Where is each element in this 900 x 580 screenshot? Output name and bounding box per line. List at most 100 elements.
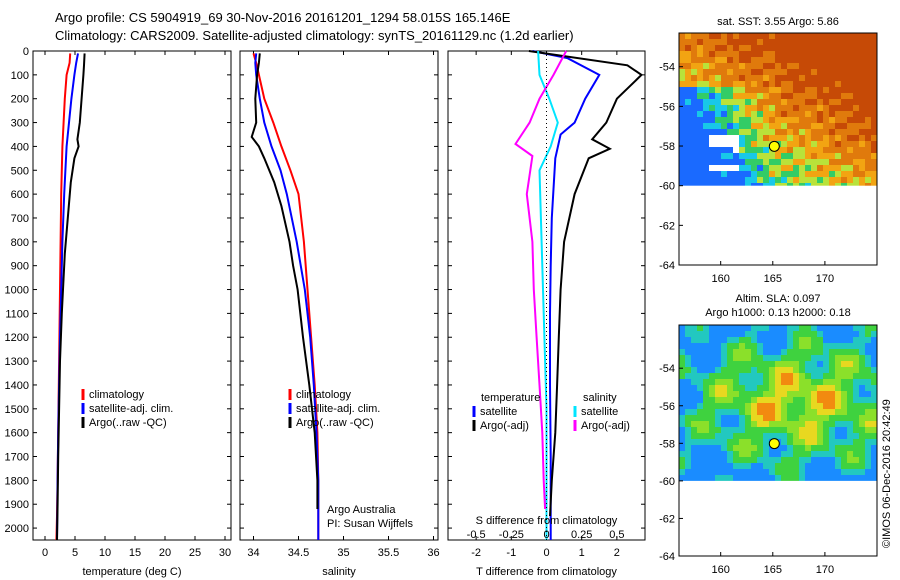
map-cell xyxy=(733,349,739,355)
map-cell xyxy=(811,183,817,186)
map-cell xyxy=(871,183,877,186)
map-cell xyxy=(685,349,691,355)
map-cell xyxy=(709,385,715,391)
x-axis-label: T difference from climatology xyxy=(476,566,617,578)
map-cell xyxy=(835,475,841,481)
map-cell xyxy=(739,373,745,379)
map-cell xyxy=(679,159,685,165)
map-cell xyxy=(727,111,733,117)
map-cell xyxy=(691,475,697,481)
map-cell xyxy=(679,415,685,421)
map-cell xyxy=(751,403,757,409)
map-cell xyxy=(829,325,835,331)
map-cell xyxy=(859,165,865,171)
map-cell xyxy=(823,385,829,391)
map-cell xyxy=(739,475,745,481)
map-cell xyxy=(823,33,829,39)
map-cell xyxy=(853,183,859,186)
map-cell xyxy=(709,439,715,445)
map-cell xyxy=(763,57,769,63)
map-cell xyxy=(847,81,853,87)
map-cell xyxy=(769,403,775,409)
map-cell xyxy=(865,147,871,153)
map-lat-tick-label: -56 xyxy=(659,401,675,413)
map-cell xyxy=(679,39,685,45)
map-cell xyxy=(799,445,805,451)
map-cell xyxy=(805,129,811,135)
map-cell xyxy=(763,397,769,403)
map-cell xyxy=(799,475,805,481)
map-cell xyxy=(751,93,757,99)
map-cell xyxy=(799,51,805,57)
map-cell xyxy=(847,409,853,415)
map-cell xyxy=(859,403,865,409)
map-cell xyxy=(865,415,871,421)
map-cell xyxy=(721,415,727,421)
map-cell xyxy=(835,469,841,475)
map-cell xyxy=(859,331,865,337)
map-cell xyxy=(823,93,829,99)
map-cell xyxy=(829,93,835,99)
map-cell xyxy=(775,343,781,349)
map-cell xyxy=(835,367,841,373)
map-cell xyxy=(715,343,721,349)
map-cell xyxy=(841,111,847,117)
map-cell xyxy=(697,439,703,445)
map-cell xyxy=(793,427,799,433)
map-cell xyxy=(745,337,751,343)
map-cell xyxy=(841,129,847,135)
map-cell xyxy=(679,463,685,469)
map-cell xyxy=(841,373,847,379)
map-cell xyxy=(865,183,871,186)
map-cell xyxy=(691,415,697,421)
map-cell xyxy=(745,165,751,171)
map-cell xyxy=(859,123,865,129)
map-cell xyxy=(781,349,787,355)
map-cell xyxy=(865,409,871,415)
map-cell xyxy=(805,153,811,159)
map-cell xyxy=(751,81,757,87)
map-cell xyxy=(853,403,859,409)
map-cell xyxy=(715,129,721,135)
map-cell xyxy=(775,75,781,81)
map-cell xyxy=(733,403,739,409)
map-cell xyxy=(781,33,787,39)
map-cell xyxy=(697,331,703,337)
map-cell xyxy=(805,135,811,141)
map-cell xyxy=(817,165,823,171)
map-cell xyxy=(805,373,811,379)
map-cell xyxy=(751,373,757,379)
map-cell xyxy=(763,51,769,57)
map-cell xyxy=(751,141,757,147)
map-cell xyxy=(847,171,853,177)
map-cell xyxy=(745,39,751,45)
map-cell xyxy=(763,379,769,385)
map-cell xyxy=(739,439,745,445)
map-cell xyxy=(709,141,715,147)
map-cell xyxy=(817,391,823,397)
map-cell xyxy=(817,117,823,123)
map-cell xyxy=(763,153,769,159)
map-cell xyxy=(811,99,817,105)
map-cell xyxy=(781,123,787,129)
map-cell xyxy=(805,391,811,397)
map-cell xyxy=(799,63,805,69)
map-cell xyxy=(865,421,871,427)
map-cell xyxy=(847,123,853,129)
map-cell xyxy=(697,81,703,87)
map-cell xyxy=(871,87,877,93)
map-cell xyxy=(709,397,715,403)
map-cell xyxy=(811,93,817,99)
map-cell xyxy=(679,409,685,415)
map-cell xyxy=(799,75,805,81)
map-cell xyxy=(685,123,691,129)
map-cell xyxy=(721,445,727,451)
map-cell xyxy=(811,75,817,81)
map-cell xyxy=(829,367,835,373)
map-cell xyxy=(727,147,733,153)
map-cell xyxy=(721,75,727,81)
map-cell xyxy=(697,153,703,159)
map-cell xyxy=(703,165,709,171)
map-cell xyxy=(703,147,709,153)
map-cell xyxy=(691,445,697,451)
